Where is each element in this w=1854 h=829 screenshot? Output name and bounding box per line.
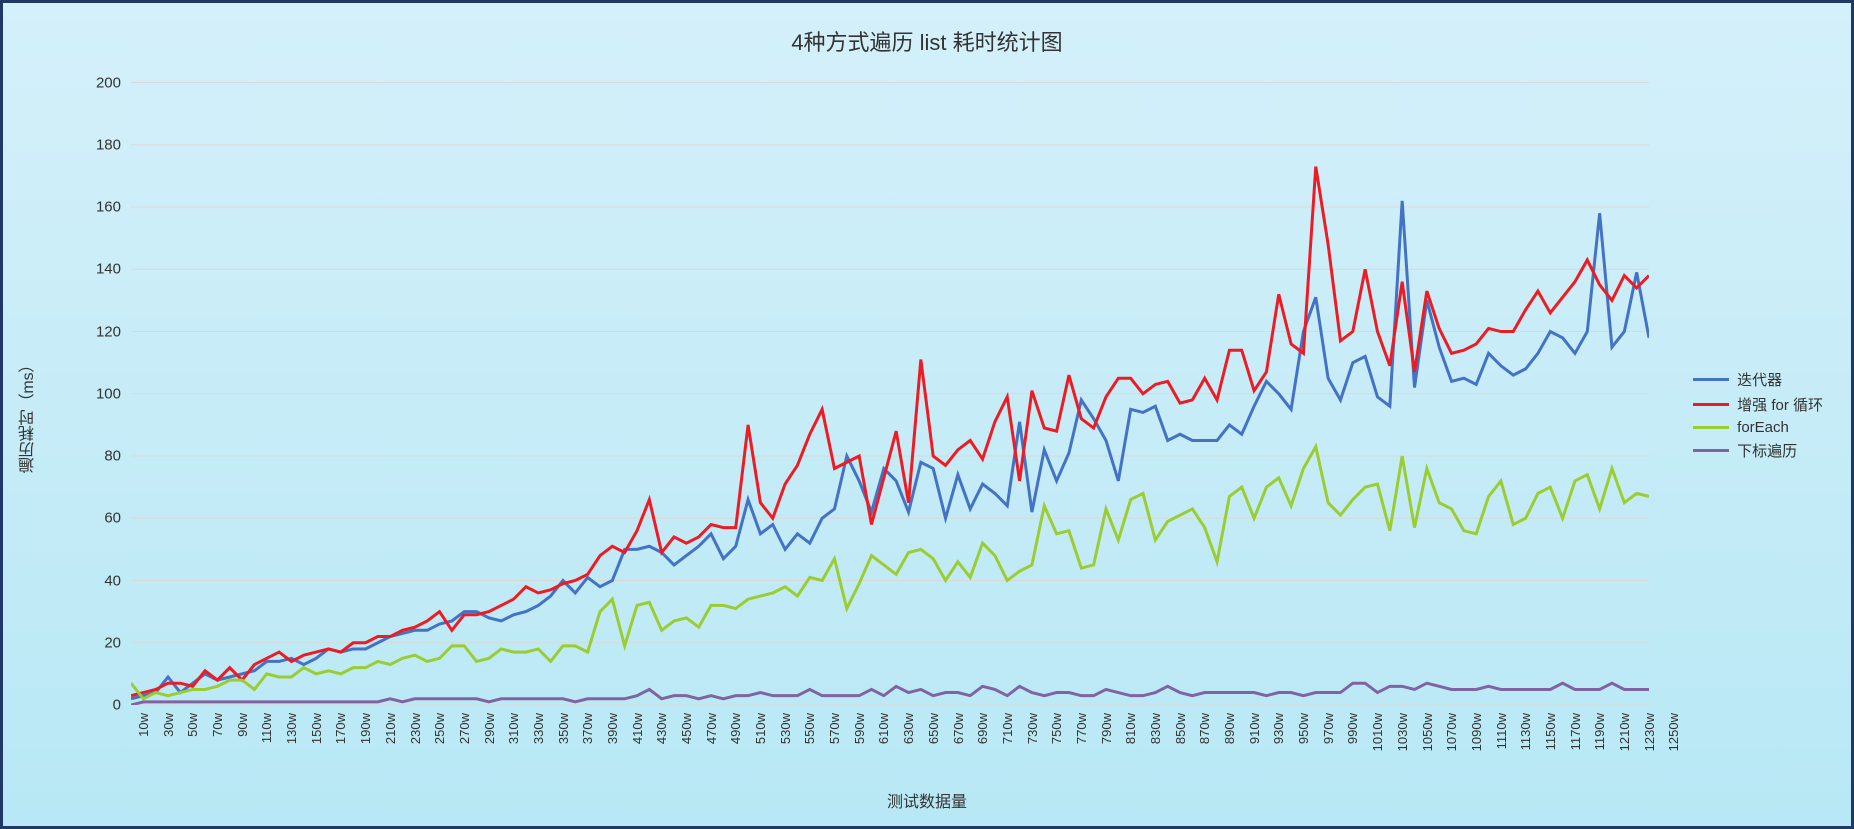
legend-label: 增强 for 循环 (1737, 394, 1823, 415)
legend-item: 下标遍历 (1693, 440, 1823, 461)
x-tick-label: 10w (136, 713, 151, 737)
x-tick-label: 510w (753, 713, 768, 744)
legend-swatch (1693, 378, 1729, 381)
x-tick-label: 1070w (1444, 713, 1459, 751)
x-tick-label: 50w (185, 713, 200, 737)
legend: 迭代器增强 for 循环 forEach 下标遍历 (1693, 365, 1823, 465)
y-tick-label: 0 (71, 697, 121, 714)
x-tick-label: 770w (1074, 713, 1089, 744)
x-tick-label: 410w (630, 713, 645, 744)
x-tick-label: 710w (1000, 713, 1015, 744)
x-tick-label: 250w (432, 713, 447, 744)
x-tick-label: 90w (235, 713, 250, 737)
x-tick-label: 1110w (1494, 713, 1509, 749)
x-tick-label: 750w (1049, 713, 1064, 744)
x-tick-label: 1010w (1370, 713, 1385, 751)
x-tick-label: 890w (1222, 713, 1237, 744)
x-tick-label: 650w (926, 713, 941, 744)
legend-item: forEach (1693, 419, 1823, 436)
y-tick-label: 20 (71, 634, 121, 651)
x-tick-label: 70w (210, 713, 225, 737)
y-tick-label: 40 (71, 572, 121, 589)
x-tick-label: 1050w (1420, 713, 1435, 751)
x-tick-label: 110w (259, 713, 274, 743)
x-tick-label: 1170w (1568, 713, 1583, 750)
x-tick-label: 550w (802, 713, 817, 744)
y-tick-label: 140 (71, 261, 121, 278)
legend-item: 迭代器 (1693, 369, 1823, 390)
y-tick-label: 200 (71, 74, 121, 91)
x-tick-label: 290w (482, 713, 497, 744)
x-tick-label: 330w (531, 713, 546, 744)
y-tick-label: 100 (71, 385, 121, 402)
x-tick-label: 590w (852, 713, 867, 744)
x-tick-label: 1190w (1592, 713, 1607, 750)
x-tick-label: 850w (1173, 713, 1188, 744)
x-tick-label: 950w (1296, 713, 1311, 744)
x-tick-label: 390w (605, 713, 620, 744)
plot-area (131, 67, 1649, 705)
x-tick-label: 30w (161, 713, 176, 737)
x-tick-label: 430w (654, 713, 669, 744)
x-tick-label: 630w (901, 713, 916, 744)
x-tick-label: 530w (778, 713, 793, 744)
legend-label: 迭代器 (1737, 369, 1782, 390)
x-tick-label: 570w (827, 713, 842, 744)
x-tick-label: 670w (951, 713, 966, 744)
legend-label: 下标遍历 (1737, 440, 1797, 461)
x-tick-label: 190w (358, 713, 373, 744)
x-tick-label: 1150w (1543, 713, 1558, 750)
x-tick-label: 1250w (1666, 713, 1681, 751)
y-tick-label: 80 (71, 448, 121, 465)
x-tick-label: 1130w (1518, 713, 1533, 750)
x-tick-label: 610w (876, 713, 891, 744)
series-line (131, 447, 1649, 699)
chart-container: 4种方式遍历 list 耗时统计图 遍历耗时（ms） 测试数据量 0 20 40 60… (0, 0, 1854, 829)
x-tick-label: 730w (1025, 713, 1040, 744)
x-tick-label: 370w (580, 713, 595, 744)
legend-swatch (1693, 426, 1729, 429)
y-tick-label: 60 (71, 510, 121, 527)
x-tick-label: 230w (408, 713, 423, 744)
x-tick-label: 450w (679, 713, 694, 744)
x-tick-label: 990w (1345, 713, 1360, 744)
legend-label: forEach (1737, 419, 1789, 436)
x-tick-label: 1090w (1469, 713, 1484, 751)
y-tick-label: 160 (71, 199, 121, 216)
x-tick-label: 810w (1123, 713, 1138, 744)
y-tick-label: 120 (71, 323, 121, 340)
legend-item: 增强 for 循环 (1693, 394, 1823, 415)
x-tick-label: 910w (1247, 713, 1262, 744)
x-tick-label: 170w (333, 713, 348, 744)
legend-swatch (1693, 449, 1729, 452)
x-tick-label: 1030w (1395, 713, 1410, 751)
x-tick-label: 470w (704, 713, 719, 744)
x-tick-label: 270w (457, 713, 472, 744)
x-axis-title: 测试数据量 (3, 788, 1851, 812)
x-tick-label: 790w (1099, 713, 1114, 744)
x-tick-label: 350w (556, 713, 571, 744)
legend-swatch (1693, 403, 1729, 406)
x-tick-label: 210w (383, 713, 398, 744)
y-tick-label: 180 (71, 136, 121, 153)
x-tick-label: 870w (1197, 713, 1212, 744)
chart-title: 4种方式遍历 list 耗时统计图 (3, 25, 1851, 57)
x-tick-label: 130w (284, 713, 299, 744)
x-tick-label: 1210w (1617, 713, 1632, 751)
series-line (131, 683, 1649, 705)
x-tick-label: 830w (1148, 713, 1163, 744)
x-tick-label: 310w (506, 713, 521, 744)
x-tick-label: 1230w (1642, 713, 1657, 751)
x-tick-label: 690w (975, 713, 990, 744)
x-tick-label: 970w (1321, 713, 1336, 744)
x-tick-label: 150w (309, 713, 324, 744)
x-tick-label: 490w (728, 713, 743, 744)
series-line (131, 167, 1649, 696)
y-axis-title: 遍历耗时（ms） (17, 356, 41, 473)
x-tick-label: 930w (1271, 713, 1286, 744)
